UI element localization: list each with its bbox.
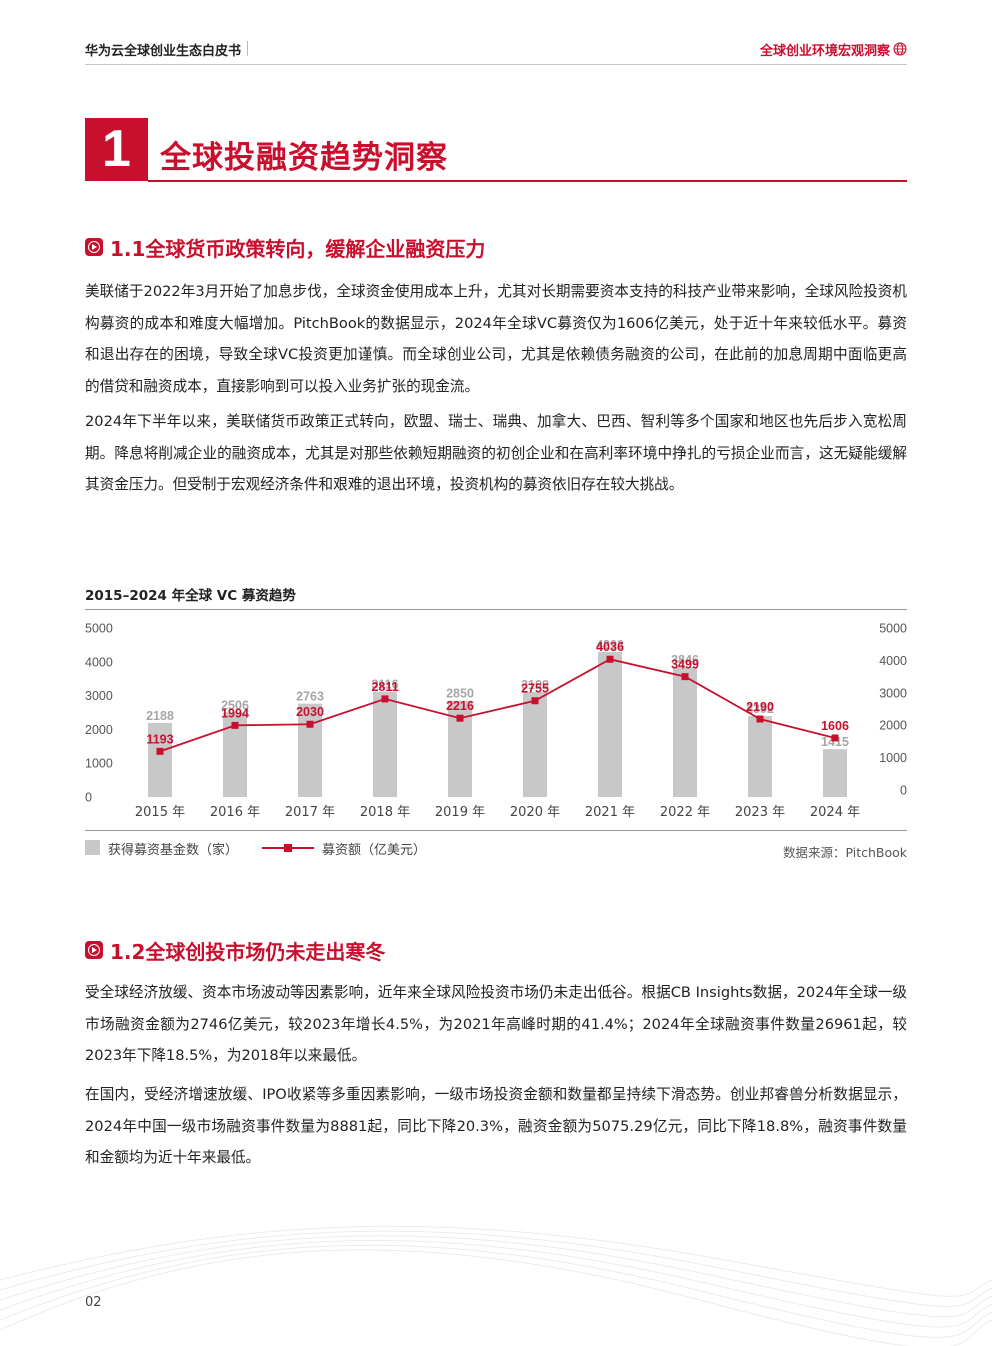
legend-bar-swatch — [85, 840, 100, 855]
header-title: 华为云全球创业生态白皮书 — [85, 44, 242, 59]
bar-value-label: 4293 — [596, 638, 624, 652]
section-title: 1.2全球创投市场仍未走出寒冬 — [110, 940, 386, 964]
bar-value-label: 3116 — [371, 678, 398, 692]
right-axis-tick: 3000 — [879, 686, 907, 700]
globe-icon — [893, 42, 907, 56]
right-axis-tick: 1000 — [879, 751, 907, 765]
legend-line-label: 募资额（亿美元） — [322, 843, 427, 858]
line-value-label: 2755 — [521, 682, 549, 696]
x-axis-tick: 2017 年 — [285, 805, 335, 820]
chapter-title: 全球投融资趋势洞察 — [160, 140, 448, 176]
line-point-marker — [306, 720, 314, 728]
x-axis-tick: 2019 年 — [435, 805, 485, 820]
line-value-label: 2216 — [446, 699, 474, 713]
right-axis-tick: 0 — [900, 784, 907, 798]
header-separator — [247, 41, 248, 56]
paragraph: 美联储于2022年3月开始了加息步伐，全球资金使用成本上升，尤其对长期需要资本支… — [85, 283, 907, 395]
line-point-marker — [156, 747, 164, 755]
left-axis-tick: 4000 — [85, 655, 113, 669]
background-wave-decoration — [0, 1225, 992, 1346]
bar — [373, 691, 397, 797]
x-axis-tick: 2018 年 — [360, 805, 410, 820]
bar-value-label: 3846 — [671, 653, 699, 667]
paragraph: 在国内，受经济增速放缓、IPO收紧等多重因素影响，一级市场投资金额和数量都呈持续… — [85, 1086, 907, 1166]
chart-title: 2015–2024 年全球 VC 募资趋势 — [85, 588, 296, 604]
x-axis-tick: 2016 年 — [210, 805, 260, 820]
line-value-label: 2811 — [371, 680, 398, 694]
x-axis-tick: 2020 年 — [510, 805, 560, 820]
line-point-marker — [831, 734, 839, 742]
bar — [598, 651, 622, 797]
line-value-label: 2030 — [296, 705, 324, 719]
section-play-icon — [85, 941, 103, 959]
bar — [748, 716, 772, 797]
bar — [523, 691, 547, 797]
x-axis-tick: 2015 年 — [135, 805, 185, 820]
line-series-path — [159, 658, 836, 753]
line-point-marker — [531, 697, 539, 705]
line-point-marker — [231, 721, 239, 729]
chapter-underline — [148, 180, 907, 182]
x-axis-tick: 2023 年 — [735, 805, 785, 820]
chart-bottom-rule — [85, 830, 907, 831]
left-axis-tick: 3000 — [85, 689, 113, 703]
page-number: 02 — [85, 1295, 102, 1310]
chapter-number: 1 — [85, 118, 148, 181]
bar — [823, 749, 847, 797]
legend-bar-label: 获得募资基金数（家） — [108, 843, 239, 858]
paragraph: 受全球经济放缓、资本市场波动等因素影响，近年来全球风险投资市场仍未走出低谷。根据… — [85, 984, 907, 1064]
left-axis-tick: 5000 — [85, 622, 113, 636]
section-play-icon — [85, 238, 103, 256]
left-axis-tick: 0 — [85, 791, 92, 805]
line-value-label: 2190 — [746, 700, 774, 714]
right-axis-tick: 2000 — [879, 719, 907, 733]
header-divider — [85, 64, 907, 65]
line-point-marker — [456, 714, 464, 722]
right-axis-tick: 4000 — [879, 654, 907, 668]
x-axis-tick: 2021 年 — [585, 805, 635, 820]
line-value-label: 3499 — [671, 658, 699, 672]
bar-value-label: 1415 — [821, 735, 849, 749]
left-axis-tick: 2000 — [85, 723, 113, 737]
bar-value-label: 2763 — [296, 690, 324, 704]
x-axis-tick: 2022 年 — [660, 805, 710, 820]
line-point-marker — [381, 695, 389, 703]
bar — [673, 667, 697, 797]
line-value-label: 4036 — [596, 640, 624, 654]
chart-top-rule — [85, 609, 907, 610]
bar-value-label: 2188 — [146, 709, 174, 723]
bar — [148, 723, 172, 797]
chart-source: 数据来源：PitchBook — [782, 845, 907, 860]
paragraph: 2024年下半年以来，美联储货币政策正式转向，欧盟、瑞士、瑞典、加拿大、巴西、智… — [85, 413, 907, 493]
bar — [298, 703, 322, 797]
section-title: 1.1全球货币政策转向，缓解企业融资压力 — [110, 237, 486, 261]
bar-value-label: 2506 — [221, 698, 249, 712]
line-value-label: 1606 — [821, 719, 849, 733]
line-point-marker — [681, 673, 689, 681]
bar-value-label: 3109 — [521, 678, 549, 692]
bar-value-label: 2850 — [446, 687, 474, 701]
line-point-marker — [606, 655, 614, 663]
legend-line-marker — [284, 844, 292, 852]
bar-value-label: 2392 — [746, 702, 774, 716]
line-value-label: 1994 — [221, 706, 249, 720]
line-value-label: 1193 — [146, 732, 173, 746]
x-axis-tick: 2024 年 — [810, 805, 860, 820]
left-axis-tick: 1000 — [85, 757, 113, 771]
line-point-marker — [756, 715, 764, 723]
right-axis-tick: 5000 — [879, 622, 907, 636]
header-section-title: 全球创业环境宏观洞察 — [759, 44, 890, 59]
